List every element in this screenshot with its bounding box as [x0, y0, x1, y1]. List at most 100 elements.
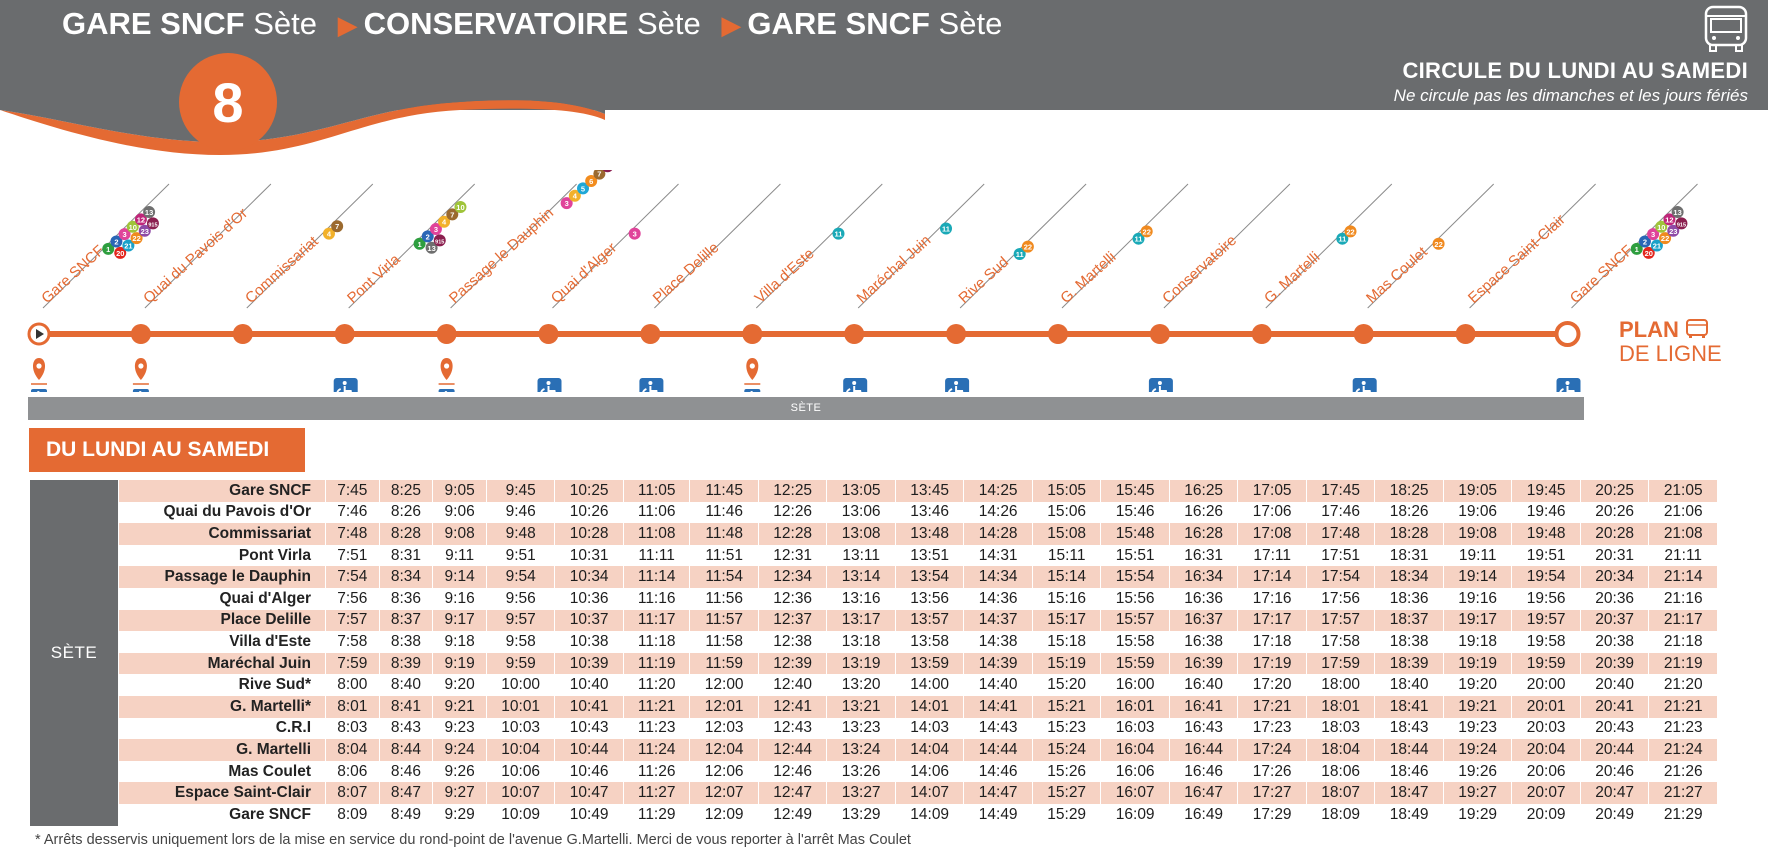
time-cell: 8:39	[379, 652, 434, 675]
time-cell: 9:17	[432, 609, 487, 632]
time-cell: 11:18	[623, 631, 691, 653]
time-cell: 20:26	[1580, 501, 1650, 524]
service-days: CIRCULE DU LUNDI AU SAMEDI Ne circule pa…	[1394, 58, 1748, 106]
time-cell: 15:14	[1032, 566, 1102, 588]
time-cell: 13:29	[826, 803, 896, 826]
time-cell: 12:00	[689, 674, 759, 696]
connection-line-number: 22	[132, 234, 140, 243]
time-cell: 10:46	[554, 760, 624, 783]
time-cell: 9:56	[486, 587, 556, 610]
time-cell: 9:05	[432, 480, 487, 502]
time-cell: 19:58	[1511, 631, 1581, 653]
map-pin-icon	[438, 358, 455, 385]
time-cell: 8:31	[379, 544, 434, 567]
time-cell: 13:21	[826, 695, 896, 718]
connection-badge: 915	[433, 234, 446, 247]
stop-name-cell: Pont Virla	[118, 544, 326, 567]
route-destination-name: GARE SNCF	[747, 6, 930, 41]
time-cell: 11:57	[689, 609, 759, 632]
time-cell: 16:04	[1100, 739, 1170, 761]
connection-badge: 5	[577, 182, 590, 195]
time-cell: 18:03	[1306, 717, 1376, 740]
stop-marker	[1353, 324, 1374, 344]
time-cell: 12:43	[758, 717, 828, 740]
time-cell: 8:37	[379, 609, 434, 632]
time-cell: 16:03	[1100, 717, 1170, 740]
time-cell: 14:06	[895, 760, 965, 783]
stop-marker	[946, 324, 967, 344]
bus-icon	[1704, 5, 1748, 52]
time-cell: 13:17	[826, 609, 896, 632]
time-cell: 19:20	[1443, 674, 1513, 696]
time-cell: 19:54	[1511, 566, 1581, 588]
time-cell: 16:00	[1100, 674, 1170, 696]
connection-line-number: 3	[1651, 230, 1655, 239]
stop-name: Pont Virla	[344, 251, 404, 307]
map-pin-icon	[132, 358, 149, 385]
time-cell: 9:57	[486, 609, 556, 632]
time-cell: 11:46	[689, 501, 759, 524]
stop-marker	[742, 324, 763, 344]
connection-badge: 11	[1132, 232, 1145, 245]
stop-leader-line	[755, 183, 883, 309]
stop-marker	[640, 324, 661, 344]
time-cell: 7:54	[325, 566, 380, 588]
time-cell: 9:51	[486, 544, 556, 567]
time-cell: 19:27	[1443, 782, 1513, 804]
time-cell: 16:43	[1169, 717, 1239, 740]
time-cell: 10:43	[554, 717, 624, 740]
stop-name: G. Martelli	[1057, 249, 1119, 307]
time-cell: 16:34	[1169, 566, 1239, 588]
time-cell: 21:23	[1648, 717, 1718, 740]
timetable-days-label: DU LUNDI AU SAMEDI	[29, 428, 305, 472]
connection-line-number: 11	[942, 225, 950, 234]
connection-badge: 22	[1659, 232, 1672, 245]
connection-line-number: 22	[1346, 227, 1354, 236]
connection-line-number: 10	[456, 203, 464, 212]
stop-name-cell: G. Martelli*	[118, 695, 326, 718]
table-row: Passage le Dauphin 7:54 8:34 9:14 9:54 10:34 1…	[30, 566, 1718, 588]
time-cell: 9:23	[432, 717, 487, 740]
time-cell: 20:31	[1580, 544, 1650, 567]
time-cell: 9:27	[432, 782, 487, 804]
connection-badge: 22	[1432, 237, 1445, 250]
connection-line-number: 7	[450, 210, 454, 219]
table-row: Mas Coulet 8:06 8:46 9:26 10:06 10:46 11:26 12:…	[30, 760, 1718, 783]
time-cell: 15:48	[1100, 523, 1170, 545]
connection-badge: 915	[602, 170, 613, 173]
plan-de-ligne-link[interactable]: PLAN DE LIGNE	[1619, 318, 1722, 366]
connection-line-number: 13	[1673, 208, 1681, 217]
time-cell: 16:49	[1169, 803, 1239, 826]
time-cell: 13:08	[826, 523, 896, 545]
time-cell: 18:39	[1374, 652, 1444, 675]
time-cell: 14:09	[895, 803, 965, 826]
time-cell: 14:46	[963, 760, 1033, 783]
zone-bar: SÈTE	[28, 397, 1584, 420]
time-cell: 13:14	[826, 566, 896, 588]
time-cell: 19:46	[1511, 501, 1581, 524]
line-stop[interactable]: Commissariat 47	[232, 183, 374, 344]
time-cell: 19:08	[1443, 523, 1513, 545]
time-cell: 14:01	[895, 695, 965, 718]
time-cell: 17:14	[1237, 566, 1307, 588]
time-cell: 17:57	[1306, 609, 1376, 632]
line-stop[interactable]: Espace Saint-Clair	[1455, 183, 1596, 344]
connection-line-number: 6	[589, 177, 593, 186]
table-row: G. Martelli* 8:01 8:41 9:21 10:01 10:41 11:21 1…	[30, 695, 1718, 718]
time-cell: 12:26	[758, 501, 828, 524]
stop-marker	[232, 324, 253, 344]
connection-badge: 10	[1655, 220, 1668, 233]
time-cell: 10:07	[486, 782, 556, 804]
time-cell: 12:31	[758, 544, 828, 567]
stop-marker	[844, 324, 865, 344]
time-cell: 10:44	[554, 739, 624, 761]
stop-leader-line	[1061, 183, 1189, 309]
time-cell: 17:21	[1237, 695, 1307, 718]
time-cell: 18:46	[1374, 760, 1444, 783]
time-cell: 18:47	[1374, 782, 1444, 804]
time-cell: 17:51	[1306, 544, 1376, 567]
time-cell: 10:00	[486, 674, 556, 696]
time-cell: 18:25	[1374, 480, 1444, 502]
